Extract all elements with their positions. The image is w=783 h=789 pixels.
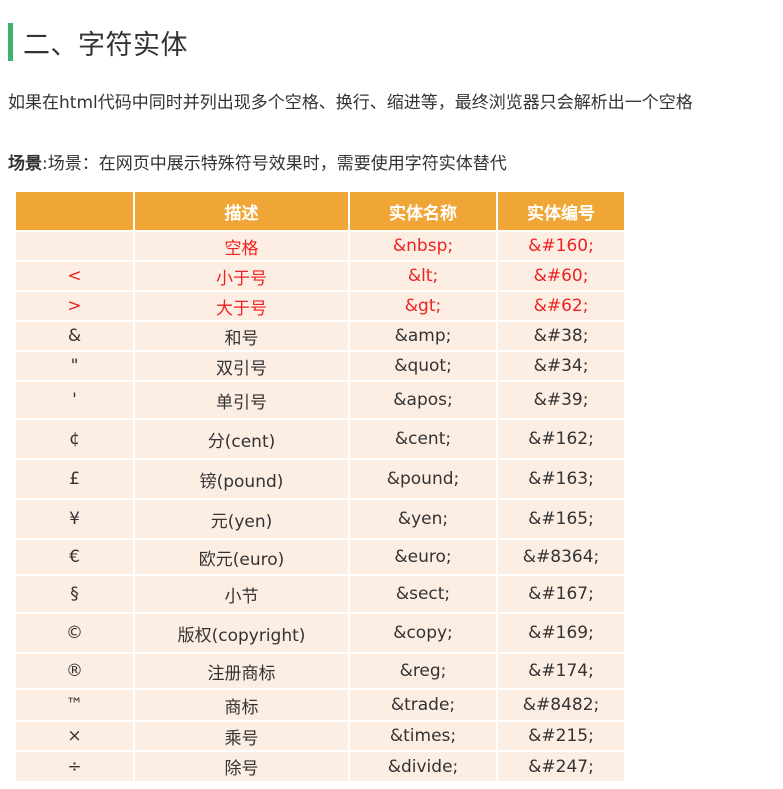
cell-entity-name: &apos; [349, 380, 498, 419]
cell-entity-number: &#174; [497, 652, 624, 689]
cell-symbol: < [16, 260, 135, 291]
cell-symbol: © [16, 612, 135, 653]
cell-symbol: > [16, 290, 135, 321]
scene-bold-label: 场景 [8, 154, 42, 174]
cell-entity-number: &#38; [497, 320, 624, 351]
cell-description: 和号 [134, 320, 350, 351]
table-row: £ 镑(pound) &pound; &#163; [16, 458, 624, 499]
cell-entity-name: &reg; [349, 652, 498, 689]
cell-symbol: § [16, 574, 135, 613]
cell-entity-name: &quot; [349, 350, 498, 381]
table-row: < 小于号 &lt; &#60; [16, 260, 624, 291]
cell-entity-number: &#167; [497, 574, 624, 613]
table-row: & 和号 &amp; &#38; [16, 320, 624, 351]
cell-description: 小节 [134, 574, 350, 613]
cell-description: 小于号 [134, 260, 350, 291]
cell-entity-name: &trade; [349, 688, 498, 721]
cell-description: 分(cent) [134, 418, 350, 459]
header-description: 描述 [134, 192, 350, 231]
cell-entity-name: &sect; [349, 574, 498, 613]
table-row: ' 单引号 &apos; &#39; [16, 380, 624, 419]
cell-description: 大于号 [134, 290, 350, 321]
cell-description: 注册商标 [134, 652, 350, 689]
cell-entity-name: &nbsp; [349, 230, 498, 261]
cell-description: 双引号 [134, 350, 350, 381]
cell-description: 商标 [134, 688, 350, 721]
cell-description: 单引号 [134, 380, 350, 419]
entity-table: 描述 实体名称 实体编号 空格 &nbsp; &#160; < 小于号 &lt; &#60;… [16, 192, 624, 781]
cell-entity-name: &pound; [349, 458, 498, 499]
cell-symbol: ¥ [16, 498, 135, 539]
cell-entity-number: &#8482; [497, 688, 624, 721]
table-row: ÷ 除号 &divide; &#247; [16, 750, 624, 781]
cell-entity-number: &#163; [497, 458, 624, 499]
cell-entity-number: &#165; [497, 498, 624, 539]
table-row: © 版权(copyright) &copy; &#169; [16, 612, 624, 653]
cell-entity-number: &#160; [497, 230, 624, 261]
cell-symbol: ' [16, 380, 135, 419]
cell-entity-number: &#62; [497, 290, 624, 321]
cell-description: 元(yen) [134, 498, 350, 539]
cell-symbol: ÷ [16, 750, 135, 781]
page-title: 二、字符实体 [23, 29, 188, 61]
cell-entity-number: &#162; [497, 418, 624, 459]
cell-description: 空格 [134, 230, 350, 261]
cell-symbol: ® [16, 652, 135, 689]
header-entity-name: 实体名称 [349, 192, 498, 231]
cell-entity-name: &times; [349, 720, 498, 751]
header-entity-number: 实体编号 [497, 192, 624, 231]
cell-description: 乘号 [134, 720, 350, 751]
cell-description: 版权(copyright) [134, 612, 350, 653]
cell-entity-name: &gt; [349, 290, 498, 321]
table-row: ¥ 元(yen) &yen; &#165; [16, 498, 624, 539]
scene-paragraph: 场景:场景：在网页中展示特殊符号效果时，需要使用字符实体替代 [8, 149, 507, 174]
table-row: ® 注册商标 &reg; &#174; [16, 652, 624, 689]
table-row: § 小节 &sect; &#167; [16, 574, 624, 613]
table-row: ™ 商标 &trade; &#8482; [16, 688, 624, 721]
cell-entity-name: &divide; [349, 750, 498, 781]
cell-entity-name: &copy; [349, 612, 498, 653]
table-row: ¢ 分(cent) &cent; &#162; [16, 418, 624, 459]
cell-symbol: × [16, 720, 135, 751]
cell-symbol [16, 230, 135, 261]
cell-entity-number: &#8364; [497, 538, 624, 575]
cell-entity-name: &lt; [349, 260, 498, 291]
cell-entity-number: &#247; [497, 750, 624, 781]
intro-paragraph: 如果在html代码中同时并列出现多个空格、换行、缩进等，最终浏览器只会解析出一个… [8, 93, 693, 113]
cell-entity-number: &#34; [497, 350, 624, 381]
cell-entity-number: &#39; [497, 380, 624, 419]
cell-symbol: £ [16, 458, 135, 499]
heading-accent-bar [8, 23, 13, 61]
cell-entity-number: &#169; [497, 612, 624, 653]
table-row: 空格 &nbsp; &#160; [16, 230, 624, 261]
cell-description: 欧元(euro) [134, 538, 350, 575]
table-row: × 乘号 &times; &#215; [16, 720, 624, 751]
cell-entity-name: &yen; [349, 498, 498, 539]
cell-entity-number: &#60; [497, 260, 624, 291]
header-symbol [16, 192, 135, 231]
cell-entity-name: &cent; [349, 418, 498, 459]
cell-description: 除号 [134, 750, 350, 781]
cell-entity-number: &#215; [497, 720, 624, 751]
table-row: > 大于号 &gt; &#62; [16, 290, 624, 321]
cell-description: 镑(pound) [134, 458, 350, 499]
cell-symbol: " [16, 350, 135, 381]
cell-entity-name: &euro; [349, 538, 498, 575]
table-row: " 双引号 &quot; &#34; [16, 350, 624, 381]
table-header-row: 描述 实体名称 实体编号 [16, 192, 624, 231]
cell-symbol: & [16, 320, 135, 351]
section-heading: 二、字符实体 [8, 20, 188, 64]
scene-text: :场景：在网页中展示特殊符号效果时，需要使用字符实体替代 [42, 154, 507, 174]
cell-symbol: ™ [16, 688, 135, 721]
cell-symbol: ¢ [16, 418, 135, 459]
cell-entity-name: &amp; [349, 320, 498, 351]
cell-symbol: € [16, 538, 135, 575]
table-row: € 欧元(euro) &euro; &#8364; [16, 538, 624, 575]
